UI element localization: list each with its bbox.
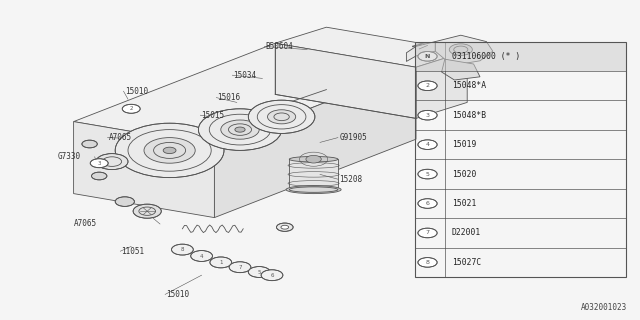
Circle shape — [163, 147, 176, 154]
Ellipse shape — [289, 187, 338, 192]
Polygon shape — [416, 51, 467, 118]
Text: 15015: 15015 — [202, 111, 225, 120]
Text: B50604: B50604 — [266, 42, 293, 51]
Polygon shape — [275, 43, 416, 118]
Circle shape — [198, 109, 282, 150]
Circle shape — [248, 267, 270, 277]
Text: 7: 7 — [426, 230, 429, 236]
Circle shape — [276, 223, 293, 231]
Circle shape — [418, 258, 437, 267]
Text: 15048*A: 15048*A — [452, 81, 486, 90]
Text: A032001023: A032001023 — [581, 303, 627, 312]
Circle shape — [191, 251, 212, 261]
Text: A7065: A7065 — [74, 220, 97, 228]
Circle shape — [221, 120, 259, 139]
Text: 15021: 15021 — [452, 199, 476, 208]
Polygon shape — [406, 42, 435, 61]
Text: 4: 4 — [426, 142, 429, 147]
Circle shape — [235, 127, 245, 132]
Circle shape — [418, 52, 437, 61]
Text: 3: 3 — [426, 113, 429, 118]
Circle shape — [418, 110, 437, 120]
Polygon shape — [442, 59, 480, 80]
Text: 15048*B: 15048*B — [452, 111, 486, 120]
Text: 031106000 (* ): 031106000 (* ) — [452, 52, 520, 61]
Text: 11051: 11051 — [122, 247, 145, 256]
Circle shape — [122, 104, 140, 113]
Text: 15020: 15020 — [452, 170, 476, 179]
Text: 15208: 15208 — [339, 175, 362, 184]
Text: A7065: A7065 — [109, 133, 132, 142]
Polygon shape — [275, 27, 467, 67]
Circle shape — [115, 197, 134, 206]
Text: 5: 5 — [426, 172, 429, 177]
Text: D22001: D22001 — [452, 228, 481, 237]
Circle shape — [90, 159, 108, 168]
Polygon shape — [74, 122, 214, 218]
Circle shape — [82, 140, 97, 148]
Text: 15010: 15010 — [166, 290, 189, 299]
Bar — [415, 42, 626, 277]
Circle shape — [210, 257, 232, 268]
Text: 7: 7 — [238, 265, 242, 270]
Circle shape — [418, 228, 437, 238]
Text: 3: 3 — [97, 161, 101, 166]
Text: 15019: 15019 — [452, 140, 476, 149]
Text: N: N — [425, 54, 430, 59]
Text: 15010: 15010 — [125, 87, 148, 96]
Text: 2: 2 — [426, 83, 429, 88]
Text: 15034: 15034 — [234, 71, 257, 80]
Text: 4: 4 — [200, 253, 204, 259]
Polygon shape — [214, 67, 416, 218]
Ellipse shape — [286, 186, 341, 194]
Text: 15016: 15016 — [218, 93, 241, 102]
Polygon shape — [435, 35, 493, 64]
Circle shape — [306, 155, 321, 163]
Polygon shape — [74, 43, 416, 146]
Circle shape — [144, 138, 195, 163]
Circle shape — [418, 199, 437, 208]
Circle shape — [268, 110, 296, 124]
Circle shape — [172, 244, 193, 255]
Circle shape — [281, 225, 289, 229]
Text: 5: 5 — [257, 269, 261, 275]
Circle shape — [418, 140, 437, 149]
Circle shape — [229, 262, 251, 273]
Text: 15027C: 15027C — [452, 258, 481, 267]
Text: G91905: G91905 — [339, 133, 367, 142]
Circle shape — [115, 123, 224, 178]
Circle shape — [133, 204, 161, 218]
Bar — [415, 42, 626, 71]
Ellipse shape — [289, 156, 338, 162]
Text: 6: 6 — [270, 273, 274, 278]
Text: 8: 8 — [426, 260, 429, 265]
Circle shape — [261, 270, 283, 281]
Circle shape — [92, 172, 107, 180]
Text: 8: 8 — [180, 247, 184, 252]
Polygon shape — [289, 159, 338, 189]
Text: 6: 6 — [426, 201, 429, 206]
Text: 1: 1 — [219, 260, 223, 265]
Text: G7330: G7330 — [58, 152, 81, 161]
Text: 2: 2 — [129, 106, 133, 111]
Circle shape — [418, 169, 437, 179]
Circle shape — [449, 44, 472, 55]
Circle shape — [96, 154, 128, 170]
Circle shape — [248, 100, 315, 133]
Circle shape — [418, 81, 437, 91]
